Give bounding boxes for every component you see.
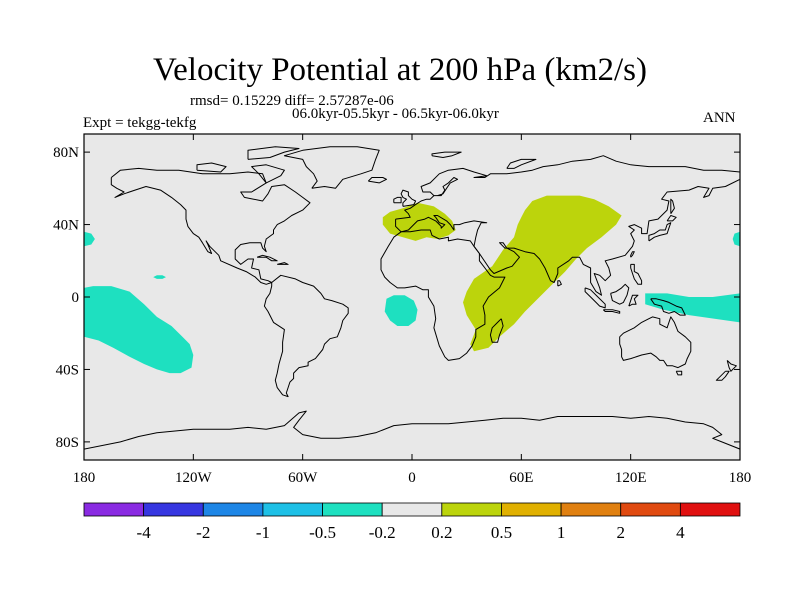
coast-svalbard (431, 151, 462, 158)
coast-japan (648, 222, 672, 242)
axis-ticks: 180 120W 60W 0 60E 120E 180 80N 40N 0 40S 80S (53, 134, 751, 486)
period-line: 06.0kyr-05.5kyr - 06.5kyr-06.0kyr (292, 106, 499, 122)
colorbar-swatch (262, 502, 323, 517)
region-central-pacific (84, 286, 194, 374)
x-tick-label: 180 (729, 470, 752, 486)
coast-sumatra (584, 287, 606, 309)
y-tick-label: 40S (56, 362, 79, 378)
coast-hispaniola (277, 262, 289, 265)
coast-new-guinea (650, 298, 686, 316)
colorbar-swatch (441, 502, 502, 517)
coast-new-zealand-south (715, 370, 730, 381)
colorbar-label: 4 (676, 523, 685, 542)
colorbar-label: -0.5 (309, 523, 336, 542)
y-tick-label: 80S (56, 435, 79, 451)
colorbar-swatch (501, 502, 562, 517)
coast-philippines (630, 263, 643, 285)
coast-novaya-zemlya (506, 158, 537, 169)
coast-hokkaido (666, 215, 677, 222)
experiment-label: Expt = tekgg-tekfg (83, 115, 197, 131)
coast-baffin (251, 164, 285, 184)
map-background (84, 134, 740, 460)
region-west-pacific-edge (84, 231, 95, 247)
x-tick-label: 60W (288, 470, 318, 486)
x-tick-label: 120E (615, 470, 647, 486)
colorbar-swatch (202, 502, 264, 517)
stats-line: rmsd= 0.15229 diff= 2.57287e-06 (190, 93, 394, 109)
coast-africa (380, 229, 506, 361)
colorbar-swatch (381, 502, 443, 517)
colorbar-swatch (322, 502, 383, 517)
coast-sakhalin (670, 198, 675, 214)
coast-greenland (283, 146, 380, 189)
colorbar-swatch (679, 502, 741, 517)
x-tick-label: 180 (73, 470, 96, 486)
colorbar-swatch (83, 502, 145, 517)
y-tick-label: 40N (53, 218, 79, 234)
x-tick-label: 60E (509, 470, 533, 486)
coast-victoria-island (196, 162, 227, 173)
coast-ireland (393, 196, 402, 204)
colorbar-swatch (620, 502, 681, 517)
colorbar-label: -1 (256, 523, 270, 542)
coast-sri-lanka (557, 280, 562, 287)
colorbar: -4 -2 -1 -0.5 -0.2 0.2 0.5 1 2 4 (83, 502, 741, 542)
season-label: ANN (703, 110, 736, 126)
anomaly-regions (84, 195, 740, 374)
colorbar-label: -2 (196, 523, 210, 542)
coast-baltic-scandinavia (433, 177, 459, 197)
colorbar-label: -4 (137, 523, 152, 542)
coast-australia (619, 316, 692, 369)
colorbar-swatch (143, 502, 204, 517)
coast-madagascar (489, 318, 504, 343)
colorbar-label: 0.5 (491, 523, 512, 542)
coast-tasmania (675, 370, 683, 376)
region-east-pacific-edge (732, 231, 740, 247)
coast-north-america (110, 167, 311, 285)
coast-java (602, 309, 621, 314)
chart-title: Velocity Potential at 200 hPa (km2/s) (152, 52, 648, 88)
colorbar-label: -0.2 (369, 523, 396, 542)
coast-antarctica (84, 410, 740, 450)
coast-iceland (367, 177, 387, 184)
colorbar-label: 0.2 (431, 523, 452, 542)
y-tick-label: 80N (53, 145, 79, 161)
coast-south-america (263, 274, 349, 398)
x-tick-label: 120W (175, 470, 213, 486)
coast-borneo (610, 283, 630, 305)
coast-new-zealand-north (726, 360, 737, 372)
region-south-atlantic (384, 295, 418, 326)
colorbar-swatch (560, 502, 622, 517)
coast-britain (400, 189, 417, 207)
region-west-pacific (645, 293, 740, 323)
coast-eurasia (395, 155, 740, 296)
coastlines (84, 146, 740, 450)
colorbar-label: 2 (616, 523, 625, 542)
coast-cuba (256, 254, 278, 262)
region-central-pacific-spot (153, 275, 166, 279)
coast-taiwan (630, 251, 635, 258)
region-africa-asia (463, 195, 622, 352)
y-tick-label: 0 (72, 290, 80, 306)
coast-sulawesi (628, 294, 639, 307)
coast-ellesmere (247, 146, 300, 160)
colorbar-label: 1 (557, 523, 566, 542)
x-tick-label: 0 (408, 470, 416, 486)
